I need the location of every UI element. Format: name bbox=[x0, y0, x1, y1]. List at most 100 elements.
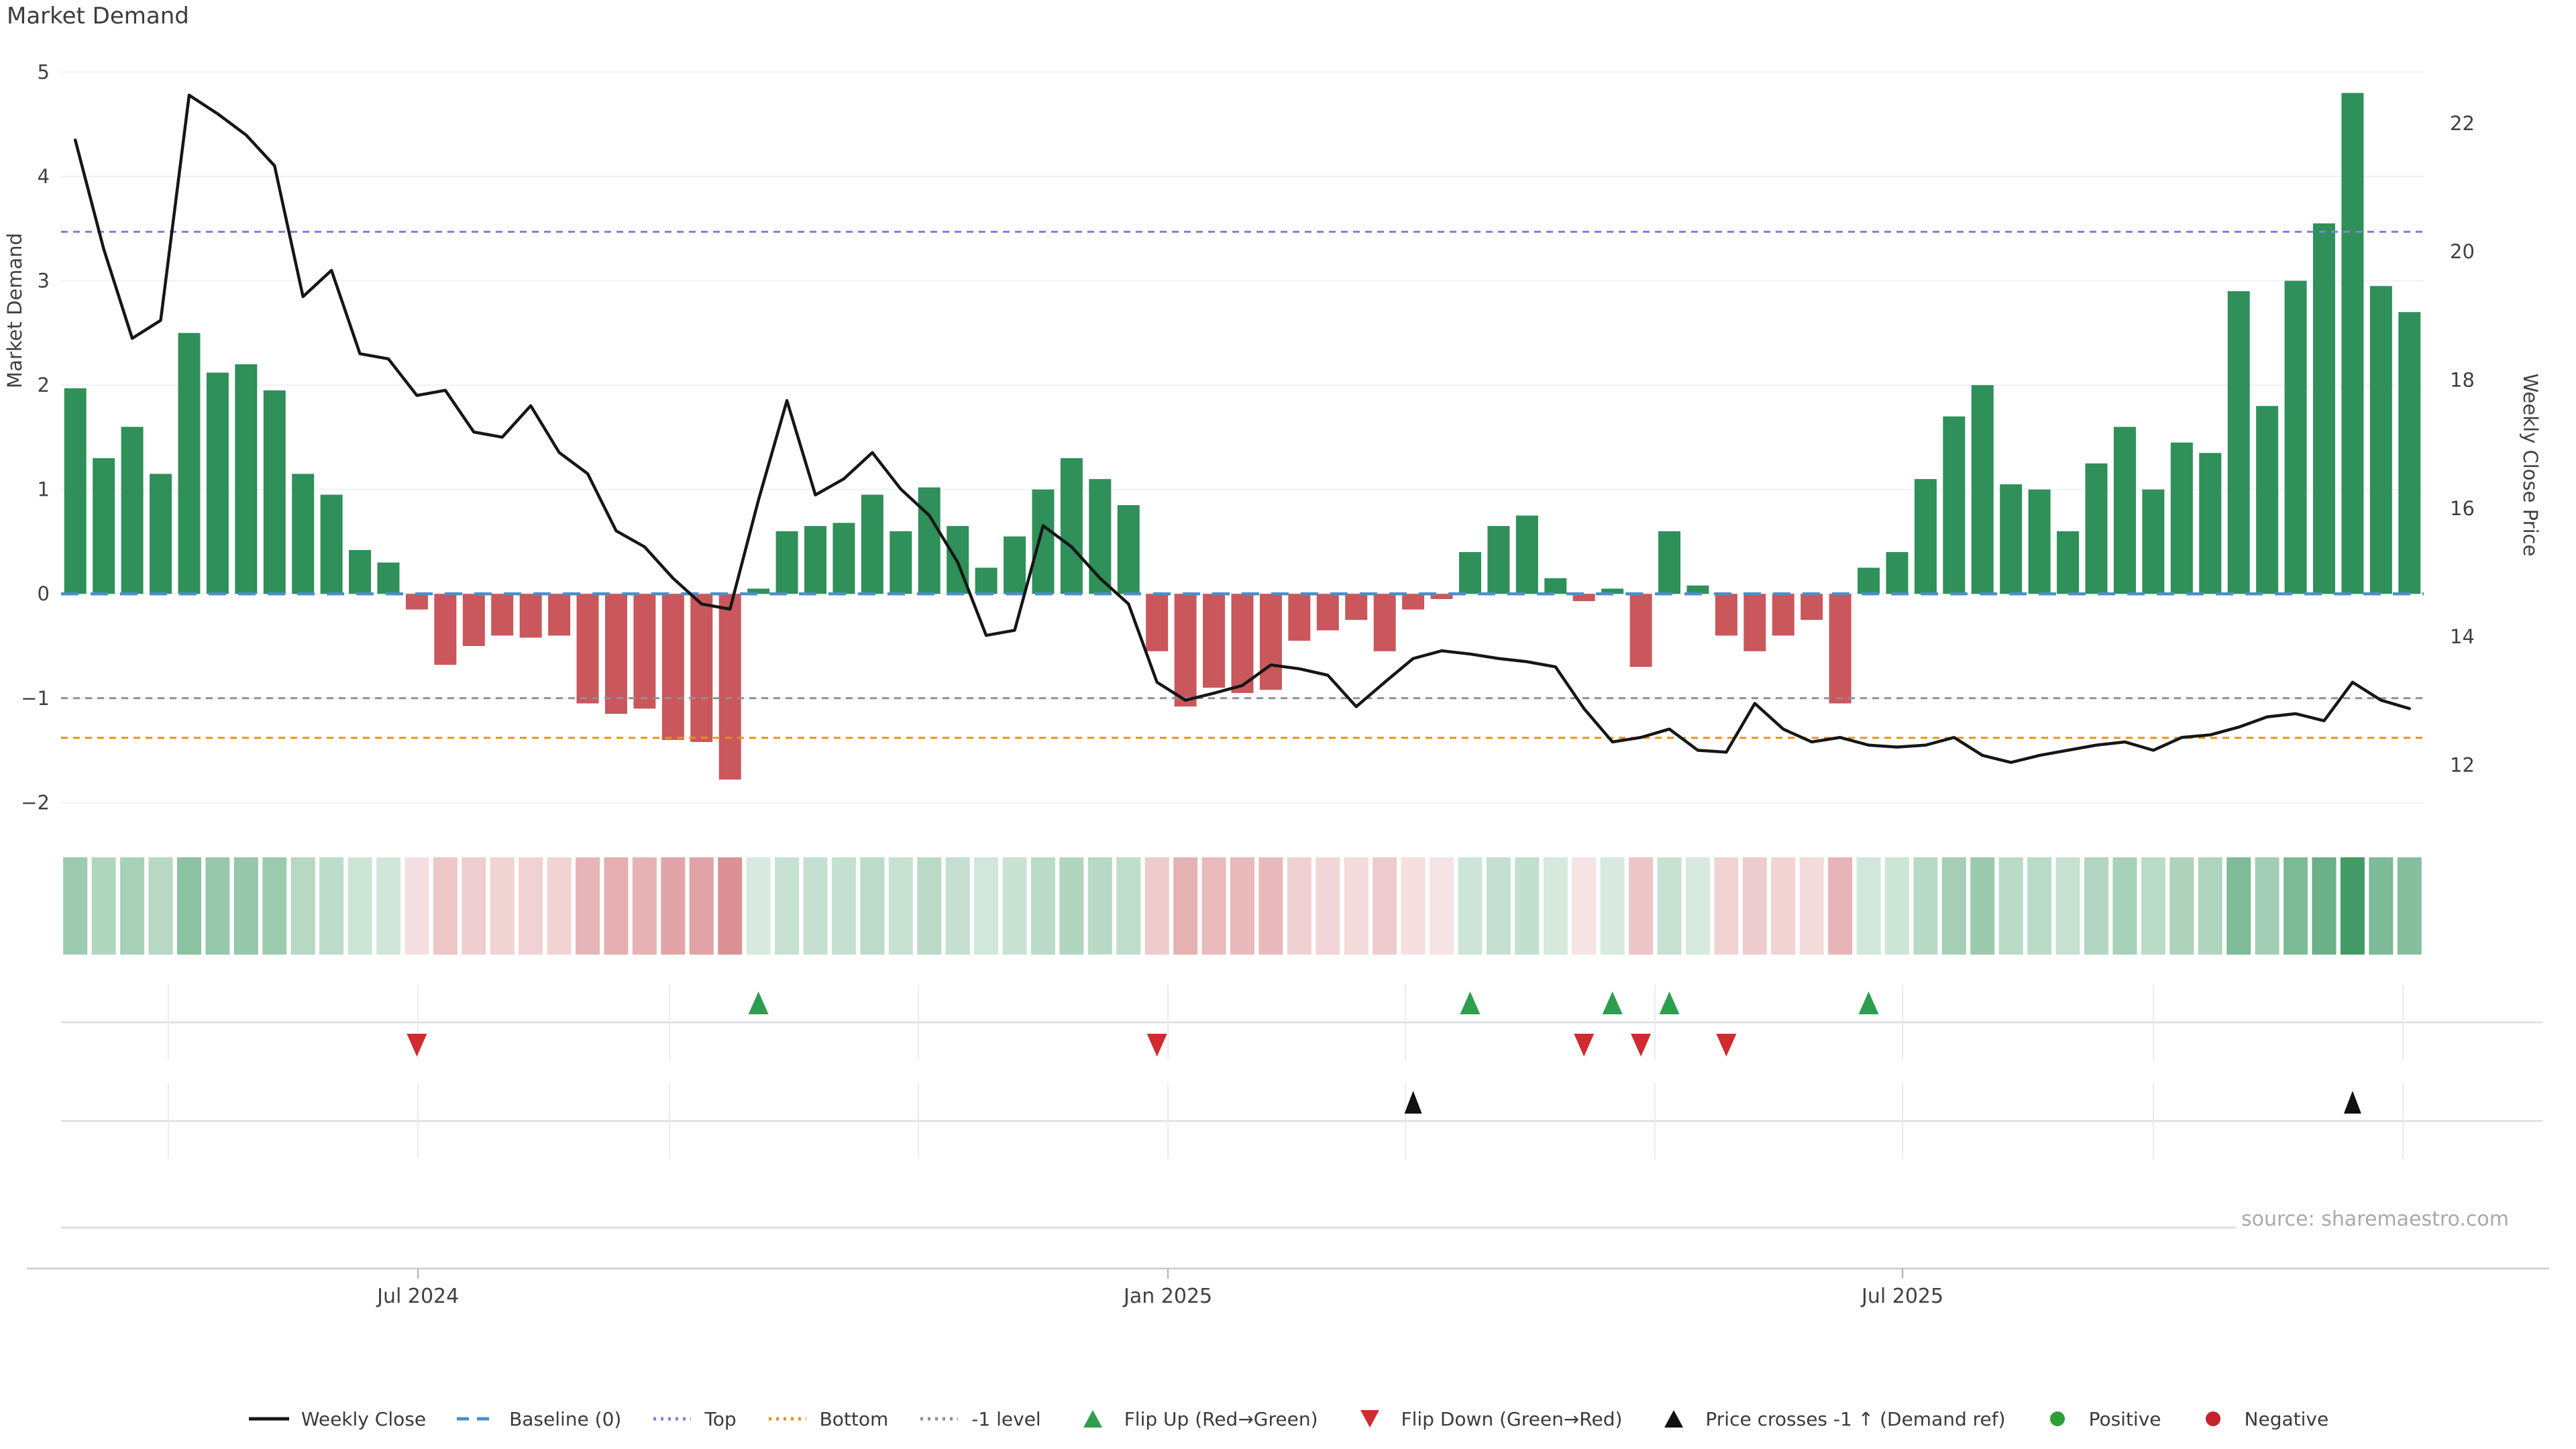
flip-down-marker bbox=[1574, 1034, 1595, 1057]
bar-positive bbox=[263, 390, 286, 594]
bar-positive bbox=[861, 494, 883, 594]
heatmap-cell bbox=[1629, 857, 1654, 955]
bar-positive bbox=[206, 372, 229, 594]
heatmap-cell bbox=[1401, 857, 1426, 955]
heatmap-cell bbox=[405, 857, 429, 955]
heatmap-cell bbox=[262, 857, 287, 955]
heatmap-cell bbox=[1144, 857, 1169, 955]
bar-positive bbox=[1971, 385, 1994, 594]
heatmap-cell bbox=[746, 857, 771, 955]
legend-label: Negative bbox=[2244, 1407, 2329, 1430]
heatmap-cell bbox=[376, 857, 400, 955]
heatmap-cell bbox=[148, 857, 173, 955]
legend-item: Top bbox=[651, 1407, 737, 1430]
heatmap-cell bbox=[974, 857, 999, 955]
bar-negative bbox=[1345, 594, 1368, 621]
bar-positive bbox=[1686, 585, 1709, 594]
left-tick-label: 1 bbox=[38, 478, 50, 501]
bar-positive bbox=[975, 568, 998, 594]
bar-positive bbox=[775, 531, 798, 594]
legend-item: Bottom bbox=[766, 1407, 888, 1430]
right-tick-label: 16 bbox=[2450, 497, 2475, 520]
heatmap-cell bbox=[917, 857, 942, 955]
bar-positive bbox=[292, 474, 315, 594]
bar-negative bbox=[1259, 594, 1282, 690]
bar-negative bbox=[1629, 594, 1652, 667]
bar-positive bbox=[2369, 286, 2392, 594]
x-tick-label: Jan 2025 bbox=[1122, 1285, 1212, 1308]
bar-positive bbox=[178, 333, 201, 594]
left-tick-label: 3 bbox=[38, 270, 50, 292]
heatmap-cell bbox=[120, 857, 145, 955]
heatmap-cell bbox=[1998, 857, 2023, 955]
bar-positive bbox=[1060, 458, 1083, 594]
right-tick-label: 20 bbox=[2450, 240, 2475, 263]
heatmap-cell bbox=[1030, 857, 1055, 955]
heatmap-cell bbox=[718, 857, 743, 955]
flip-down-marker bbox=[1631, 1034, 1652, 1057]
price-cross-marker bbox=[1404, 1091, 1422, 1114]
bar-negative bbox=[1715, 594, 1737, 636]
flip-down-marker bbox=[1146, 1034, 1167, 1057]
bar-positive bbox=[1032, 489, 1055, 594]
bar-negative bbox=[633, 594, 656, 709]
bar-negative bbox=[1146, 594, 1169, 651]
heatmap-cell bbox=[462, 857, 486, 955]
dot-sample bbox=[2049, 1411, 2065, 1426]
flip-up-marker bbox=[1858, 991, 1879, 1014]
heatmap-cell bbox=[661, 857, 686, 955]
heatmap-cell bbox=[689, 857, 714, 955]
heatmap-cell bbox=[2084, 857, 2109, 955]
heatmap-cell bbox=[2284, 857, 2308, 955]
bar-positive bbox=[2000, 484, 2023, 594]
heatmap-cell bbox=[233, 857, 258, 955]
heatmap-cell bbox=[632, 857, 657, 955]
legend-label: -1 level bbox=[971, 1407, 1041, 1430]
bar-negative bbox=[462, 594, 485, 646]
heatmap-cell bbox=[860, 857, 885, 955]
legend-item: Flip Down (Green→Red) bbox=[1348, 1407, 1622, 1430]
source-credit: source: sharemaestro.com bbox=[2236, 1208, 2514, 1231]
bar-positive bbox=[2170, 442, 2193, 594]
right-tick-label: 18 bbox=[2450, 369, 2475, 392]
dot-swatch-icon bbox=[2205, 1411, 2220, 1426]
marker-rows bbox=[61, 985, 2542, 1229]
heatmap-cell bbox=[1970, 857, 1995, 955]
heatmap-cell bbox=[1714, 857, 1739, 955]
bar-positive bbox=[1117, 505, 1140, 594]
heatmap-cell bbox=[1316, 857, 1340, 955]
heatmap-cell bbox=[2226, 857, 2251, 955]
bar-negative bbox=[1430, 594, 1453, 599]
bar-positive bbox=[150, 474, 172, 594]
heatmap-cell bbox=[1173, 857, 1198, 955]
heatmap-cell bbox=[775, 857, 800, 955]
legend-label: Top bbox=[704, 1407, 737, 1430]
flip-up-marker bbox=[1602, 991, 1623, 1014]
bar-positive bbox=[2312, 223, 2335, 594]
legend-item: -1 level bbox=[918, 1407, 1041, 1430]
heatmap-cell bbox=[1828, 857, 1853, 955]
heatmap-cell bbox=[945, 857, 970, 955]
flip-up-marker bbox=[1659, 991, 1680, 1014]
heatmap-cell bbox=[1771, 857, 1796, 955]
bar-positive bbox=[2256, 406, 2279, 594]
tri-up-swatch-icon bbox=[1664, 1410, 1684, 1428]
left-axis-ticks: 5 4 3 2 1 0 −1 −2 bbox=[21, 60, 50, 814]
bar-positive bbox=[2227, 291, 2250, 594]
dash-line-swatch-icon bbox=[457, 1417, 498, 1421]
heatmap-cell bbox=[1116, 857, 1141, 955]
legend-label: Baseline (0) bbox=[509, 1407, 622, 1430]
bar-positive bbox=[1601, 588, 1624, 594]
heatmap-cell bbox=[490, 857, 515, 955]
demand-heatmap-strip bbox=[63, 857, 2422, 955]
dot-line-swatch-icon bbox=[768, 1417, 806, 1421]
heatmap-cell bbox=[1373, 857, 1397, 955]
heatmap-cell bbox=[1742, 857, 1767, 955]
heatmap-cell bbox=[2312, 857, 2337, 955]
heatmap-cell bbox=[1458, 857, 1483, 955]
heatmap-cell bbox=[2027, 857, 2052, 955]
heatmap-cell bbox=[1941, 857, 1966, 955]
flip-up-marker bbox=[1460, 991, 1481, 1014]
bar-positive bbox=[1886, 552, 1909, 594]
bar-positive bbox=[320, 494, 343, 594]
